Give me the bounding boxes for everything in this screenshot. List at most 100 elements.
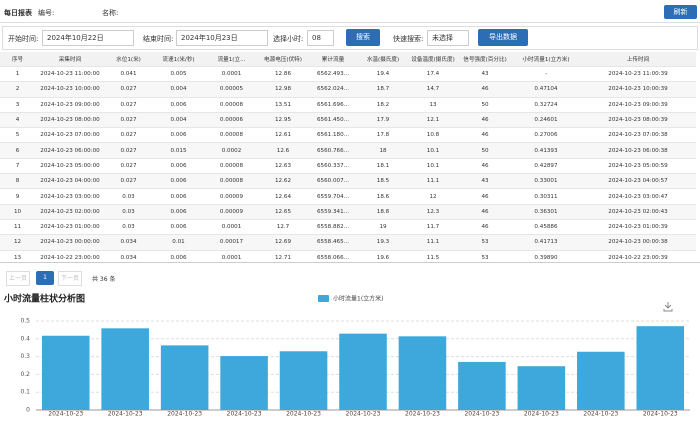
table-cell: 46 — [458, 81, 512, 98]
table-cell: 0.41713 — [512, 234, 580, 251]
table-cell: 2024-10-23 10:00:00 — [35, 81, 105, 98]
export-button[interactable]: 导出数据 — [478, 29, 528, 46]
page-button[interactable]: 1 — [36, 271, 54, 285]
table-cell: 13.51 — [258, 97, 308, 113]
table-cell: 9 — [0, 188, 35, 205]
table-cell: 6561.450... — [308, 112, 358, 129]
search-button[interactable]: 搜索 — [346, 29, 380, 46]
table-cell: 5 — [0, 127, 35, 144]
table-cell: 50 — [458, 142, 512, 159]
data-table: 序号 采集时间 水位1(米) 流速1(米/秒) 流量1(立... 电源电压(伏特) 累计流量… — [0, 52, 700, 262]
x-tick-label: 2024-10-23 — [643, 411, 678, 418]
table-cell: 0.006 — [152, 204, 205, 220]
table-cell: 6560.007... — [308, 173, 358, 190]
table-cell: 0.00008 — [205, 158, 258, 175]
table-cell: 0.00005 — [205, 81, 258, 98]
table-cell: 12.63 — [258, 158, 308, 175]
table-cell: 2024-10-23 10:00:39 — [580, 81, 696, 98]
table-cell: 0.0001 — [205, 250, 258, 262]
table-cell: 0.00006 — [205, 112, 258, 129]
table-cell: 0.00009 — [205, 204, 258, 220]
table-cell: 2024-10-23 05:00:00 — [35, 158, 105, 175]
table-cell: 4 — [0, 112, 35, 129]
table-cell: 0.006 — [152, 158, 205, 175]
table-cell: 0.027 — [105, 81, 152, 98]
bar — [101, 328, 149, 410]
table-cell: 2024-10-23 07:00:00 — [35, 127, 105, 144]
table-cell: 0.006 — [152, 173, 205, 190]
y-tick-label: 0.3 — [20, 353, 30, 360]
x-tick-label: 2024-10-23 — [227, 411, 262, 418]
x-tick-label: 2024-10-23 — [48, 411, 83, 418]
table-cell: 53 — [458, 234, 512, 251]
refresh-button[interactable]: 刷新 — [664, 5, 697, 19]
table-cell: 2024-10-23 09:00:00 — [35, 97, 105, 113]
table-cell: 18.5 — [358, 173, 408, 190]
y-tick-label: 0.1 — [20, 389, 30, 396]
x-tick-label: 2024-10-23 — [108, 411, 143, 418]
table-cell: 11.7 — [408, 219, 458, 236]
end-input[interactable]: 2024年10月23日 — [176, 30, 268, 46]
start-input[interactable]: 2024年10月22日 — [42, 30, 134, 46]
table-cell: 12.64 — [258, 188, 308, 205]
table-cell: 0.39890 — [512, 250, 580, 262]
table-cell: 19 — [358, 219, 408, 236]
table-cell: 0.0001 — [205, 66, 258, 83]
table-row: 7 2024-10-23 05:00:00 0.027 0.006 0.00008 12.… — [0, 158, 696, 175]
table-row: 5 2024-10-23 07:00:00 0.027 0.006 0.00008 12.… — [0, 127, 696, 144]
table-cell: 0.03 — [105, 219, 152, 236]
x-tick-label: 2024-10-23 — [583, 411, 618, 418]
download-icon[interactable] — [663, 302, 673, 312]
table-row: 12 2024-10-23 00:00:00 0.034 0.01 0.00017 12.… — [0, 234, 696, 251]
table-row: 3 2024-10-23 09:00:00 0.027 0.006 0.00008 13.… — [0, 97, 696, 113]
table-cell: 2 — [0, 81, 35, 98]
table-cell: 6558.066... — [308, 250, 358, 262]
next-button[interactable]: 下一页 — [58, 271, 82, 286]
table-cell: 0.027 — [105, 158, 152, 175]
table-cell: 0.004 — [152, 112, 205, 129]
end-label: 结束时间: — [143, 35, 174, 43]
quick-select[interactable]: 未选择 — [427, 30, 469, 46]
table-cell: 6562.024... — [308, 81, 358, 98]
table-cell: 12.1 — [408, 112, 458, 129]
table-cell: 18.7 — [358, 81, 408, 98]
table-row: 4 2024-10-23 08:00:00 0.027 0.004 0.00006 12.… — [0, 112, 696, 129]
table-cell: 18.6 — [358, 188, 408, 205]
bar — [398, 336, 447, 410]
bar — [220, 356, 268, 410]
table-cell: 12.62 — [258, 173, 308, 190]
table-cell: 2024-10-23 08:00:00 — [35, 112, 105, 129]
y-tick-label: 0.5 — [20, 318, 30, 325]
x-tick-label: 2024-10-23 — [464, 411, 499, 418]
table-row: 10 2024-10-23 02:00:00 0.03 0.006 0.00009 12.… — [0, 204, 696, 220]
table-cell: 10.1 — [408, 158, 458, 175]
x-tick-label: 2024-10-23 — [346, 411, 381, 418]
column-header: 水位1(米) — [105, 52, 152, 67]
column-header: 信号强度(百分比) — [458, 52, 512, 67]
table-row: 6 2024-10-23 06:00:00 0.027 0.015 0.0002 12.6… — [0, 142, 696, 159]
column-header: 水温(摄氏度) — [358, 52, 408, 67]
table-cell: 0.006 — [152, 97, 205, 113]
table-cell: 17.9 — [358, 112, 408, 129]
table-cell: 12.65 — [258, 204, 308, 220]
table-cell: 2024-10-23 07:00:38 — [580, 127, 696, 144]
table-cell: 46 — [458, 219, 512, 236]
table-row: 11 2024-10-23 01:00:00 0.03 0.006 0.0001 12.7… — [0, 219, 696, 236]
table-cell: 1 — [0, 66, 35, 83]
table-row: 2 2024-10-23 10:00:00 0.027 0.004 0.00005 12.… — [0, 81, 696, 98]
table-cell: 10.1 — [408, 142, 458, 159]
hour-select[interactable]: 08 — [307, 30, 334, 46]
table-cell: 0.0001 — [205, 219, 258, 236]
column-header: 电源电压(伏特) — [258, 52, 308, 67]
table-cell: 12.98 — [258, 81, 308, 98]
filter-bar — [2, 26, 698, 50]
table-cell: 2024-10-23 06:00:38 — [580, 142, 696, 159]
table-cell: 0.006 — [152, 127, 205, 144]
divider — [0, 262, 700, 263]
table-cell: 2024-10-23 03:00:47 — [580, 188, 696, 205]
table-cell: 10.8 — [408, 127, 458, 144]
table-cell: 18.2 — [358, 97, 408, 113]
bar — [41, 335, 90, 410]
prev-button[interactable]: 上一页 — [6, 271, 30, 286]
